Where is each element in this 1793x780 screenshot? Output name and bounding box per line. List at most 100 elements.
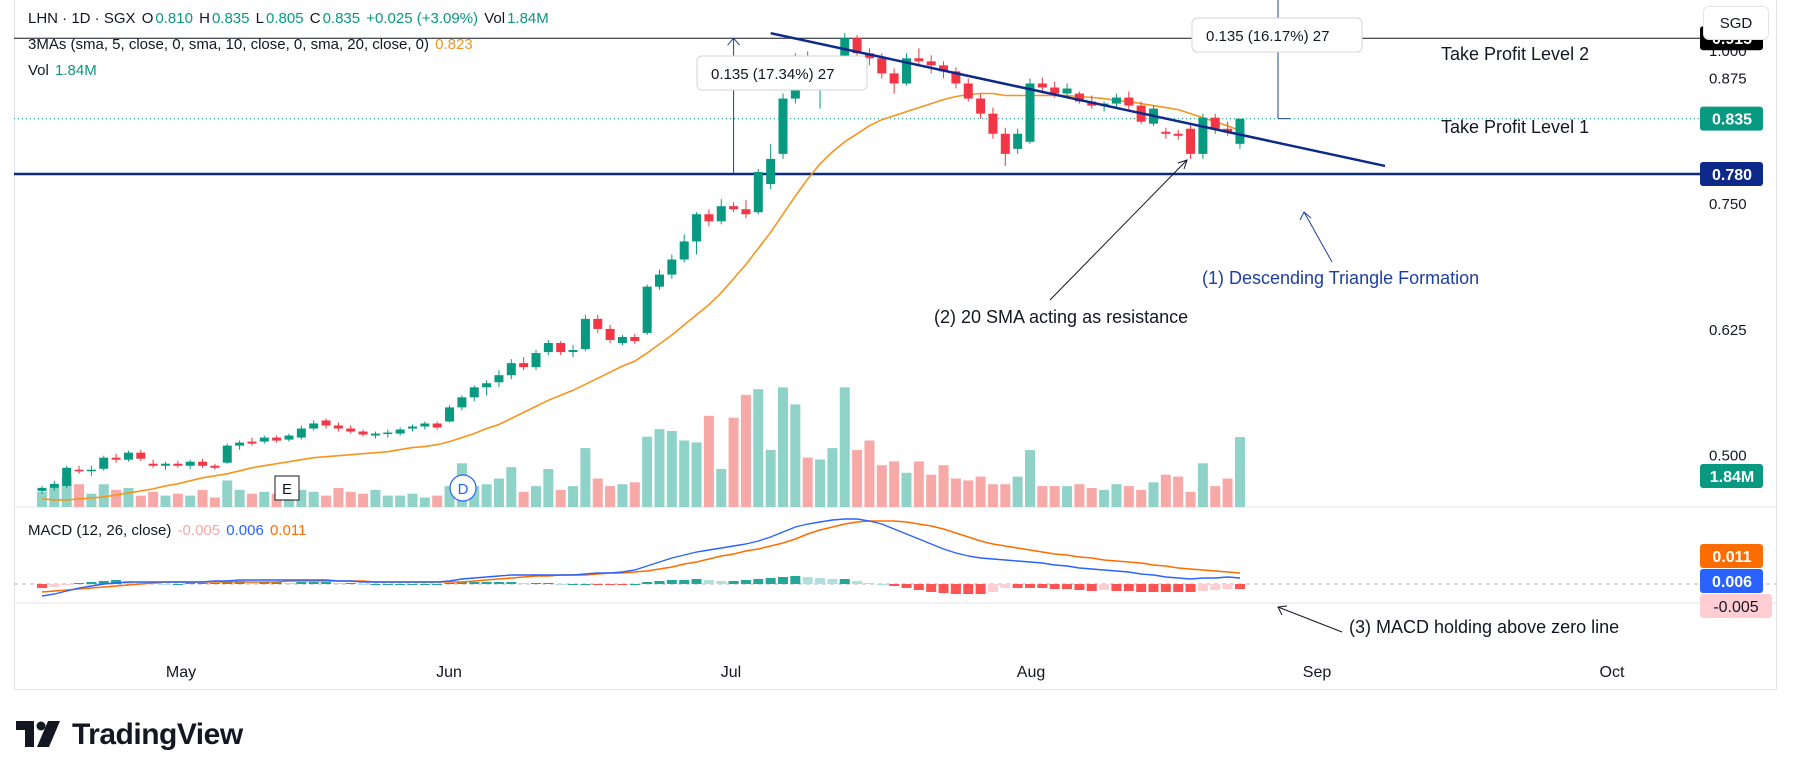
current-price-tag-bg [1700,106,1763,131]
volume-bar [839,387,850,507]
candle-body [469,387,479,398]
candle [395,427,405,436]
candle-body [556,343,566,353]
candle-body [1000,133,1010,154]
candle [692,212,702,255]
macd-hist-bar [1197,584,1208,591]
open-label: O [141,10,154,27]
candle-body [1013,133,1023,149]
arrow-head-1 [727,37,740,46]
candle [457,395,467,411]
candle-body [210,465,220,468]
volume-bar [765,450,776,507]
volume-bar [345,491,356,507]
macd-hist-bar [950,584,961,594]
macd-hist-bar [827,579,838,584]
candle-body [74,469,84,472]
candle-body [951,71,961,84]
macd-hist-bar [703,580,714,584]
volume-bar [469,486,480,507]
candle-body [630,336,640,341]
volume-bar [444,486,455,507]
candle [963,78,973,102]
volume-bar [1099,489,1110,507]
candle-body [593,318,603,329]
currency-button[interactable]: SGD [1703,6,1769,40]
volume-bar [691,442,702,507]
candle-body [1161,131,1171,134]
candle-body [679,241,689,260]
candle [951,67,961,89]
candle-body [877,58,887,74]
candle-body [420,423,430,427]
candle [1186,123,1196,159]
volume-bar [555,489,566,507]
volume-bar [654,429,665,507]
measure-box [1191,17,1363,53]
volume-bar [1062,486,1073,507]
volume-bar [1222,478,1233,507]
candle-body [408,426,417,429]
candle-body [346,428,356,432]
macd-hist-bar [271,582,282,584]
candle [766,143,776,190]
macd-hist-bar [469,582,480,584]
triangle-annotation: (1) Descending Triangle Formation [1202,268,1479,288]
volume-label[interactable]: Vol [28,62,49,79]
volume-bar [790,404,801,507]
chart[interactable]: 0.135 (17.34%) 27 0.135 (16.17%) 27 Take P… [0,0,1793,690]
candle [296,425,306,440]
volume-bar [950,478,961,507]
candle-body [753,171,763,213]
macd-hist-bar [913,584,924,590]
candle [309,420,319,431]
macd-hist-bar [642,582,653,584]
volume-bar [629,482,640,507]
tradingview-logo[interactable]: TradingView [16,718,243,752]
candle-body [543,343,553,353]
volume-bar [728,417,739,507]
candle-body [1025,83,1035,142]
candle [741,200,751,219]
candle [519,357,529,371]
macd-hist-bar [1025,584,1035,588]
candle [889,68,899,94]
macd-hist-tag-bg [1700,594,1772,618]
macd-line [41,518,1241,597]
ma-label[interactable]: 3MAs (sma, 5, close, 0, sma, 10, close, … [28,36,429,53]
sma-line [41,92,1241,501]
descending-trendline [770,31,1386,168]
candle-body [902,58,911,84]
candle-body [111,457,121,460]
volume-bar [185,495,196,507]
macd-hist-bar [185,583,196,584]
price-tick-label: 0.625 [1709,322,1747,339]
symbol-label[interactable]: LHN · 1D · SGX [28,10,136,27]
candle [420,421,430,430]
volume-bar [395,495,406,507]
macd-hist-bar [407,584,418,585]
candle-body [370,433,380,436]
volume-bar [1111,484,1122,507]
candle [753,168,763,215]
candle [1198,113,1208,159]
macd-hist-bar [654,581,665,584]
macd-hist-bar [333,583,344,584]
triangle-pointer-head [1299,211,1312,221]
candle-body [259,437,269,442]
macd-label[interactable]: MACD (12, 26, close) [28,522,172,539]
low-label: L [255,10,264,27]
volume-tag-bg [1700,464,1763,488]
candle-body [86,469,96,472]
candle-body [1173,133,1183,136]
candle-body [148,463,158,466]
macd-hist-bar [740,580,751,584]
candle-body [62,467,72,486]
volume-bar [321,495,332,507]
volume-bar [1173,476,1184,507]
candle [1013,128,1023,154]
macd-hist-bar [728,581,739,584]
macd-hist-bar [876,584,887,585]
macd-line-tag-bg [1700,569,1763,593]
candle-body [395,429,405,434]
